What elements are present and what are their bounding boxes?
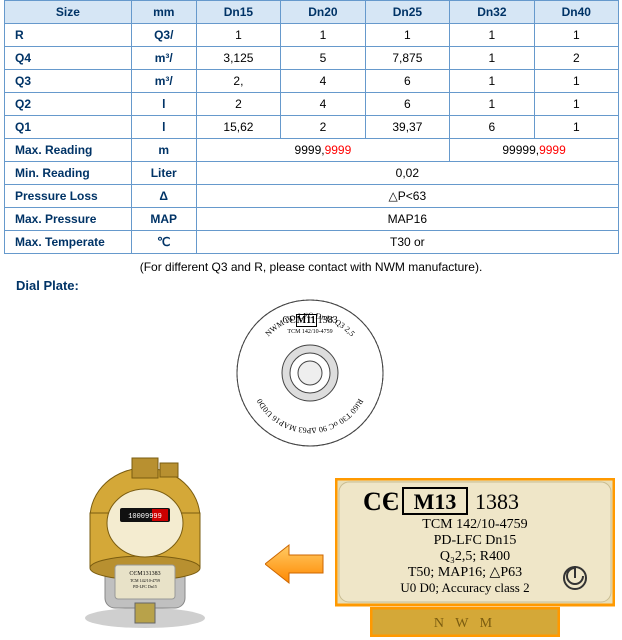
cell: 6 xyxy=(365,93,450,116)
table-row-maxtemp: Max. Temperate ℃ T30 or xyxy=(5,231,619,254)
cell: T30 or xyxy=(196,231,618,254)
table-row: Q1 l 15,62 2 39,37 6 1 xyxy=(5,116,619,139)
svg-text:10009999: 10009999 xyxy=(128,513,162,521)
cell: 4 xyxy=(281,93,365,116)
cell: MAP16 xyxy=(196,208,618,231)
row-label: Q1 xyxy=(5,116,132,139)
table-row-minreading: Min. Reading Liter 0,02 xyxy=(5,162,619,185)
row-label: Q3 xyxy=(5,70,132,93)
cell: 2 xyxy=(196,93,281,116)
col-dn32: Dn32 xyxy=(450,1,534,24)
row-label: Min. Reading xyxy=(5,162,132,185)
cell: 7,875 xyxy=(365,47,450,70)
row-label: Max. Reading xyxy=(5,139,132,162)
row-unit: l xyxy=(131,116,196,139)
row-unit: Liter xyxy=(131,162,196,185)
cell: 1 xyxy=(365,24,450,47)
arrow-left-icon xyxy=(265,543,325,588)
table-row: Q3 m³/ 2, 4 6 1 1 xyxy=(5,70,619,93)
svg-text:T50; MAP16; △P63: T50; MAP16; △P63 xyxy=(408,565,522,580)
cell: 1 xyxy=(534,24,618,47)
cell: 6 xyxy=(450,116,534,139)
col-dn15: Dn15 xyxy=(196,1,281,24)
nwm-strip: N W M xyxy=(370,607,560,640)
value-black: 99999, xyxy=(502,143,539,157)
cell: 1 xyxy=(534,70,618,93)
svg-text:PD-LFC Dn15: PD-LFC Dn15 xyxy=(133,584,157,589)
table-row: Q4 m³/ 3,125 5 7,875 1 2 xyxy=(5,47,619,70)
table-row-ploss: Pressure Loss Δ △P<63 xyxy=(5,185,619,208)
cell: 0,02 xyxy=(196,162,618,185)
label-plate: CЄ M13 1383 TCM 142/10-4759 PD-LFC Dn15 … xyxy=(335,478,615,611)
svg-text:TCM 142/10-4759: TCM 142/10-4759 xyxy=(422,517,527,532)
svg-text:CЄM131383: CЄM131383 xyxy=(129,571,160,577)
cell: 1 xyxy=(450,24,534,47)
row-label: R xyxy=(5,24,132,47)
row-label: Q2 xyxy=(5,93,132,116)
row-unit: l xyxy=(131,93,196,116)
value-red: 9999 xyxy=(539,143,566,157)
svg-text:PD-LFC Dn15: PD-LFC Dn15 xyxy=(434,533,517,548)
cell: 4 xyxy=(281,70,365,93)
cell: 39,37 xyxy=(365,116,450,139)
cell: 2 xyxy=(534,47,618,70)
cell: 5 xyxy=(281,47,365,70)
cell: 1 xyxy=(196,24,281,47)
note-text: (For different Q3 and R, please contact … xyxy=(0,260,622,274)
svg-text:TCM 142/10-4759: TCM 142/10-4759 xyxy=(130,578,160,583)
svg-text:CЄ: CЄ xyxy=(363,487,399,516)
row-unit: Δ xyxy=(131,185,196,208)
cell: 15,62 xyxy=(196,116,281,139)
row-label: Q4 xyxy=(5,47,132,70)
row-unit: m xyxy=(131,139,196,162)
cell: 1 xyxy=(281,24,365,47)
row-label: Max. Temperate xyxy=(5,231,132,254)
row-unit: m³/ xyxy=(131,70,196,93)
svg-text:U0 D0; Accuracy class 2: U0 D0; Accuracy class 2 xyxy=(400,580,529,595)
table-row: Q2 l 2 4 6 1 1 xyxy=(5,93,619,116)
svg-text:N W M: N W M xyxy=(434,616,496,631)
col-size: Size xyxy=(5,1,132,24)
meter-photo: 10009999 CЄM131383 TCM 142/10-4759 PD-LF… xyxy=(60,453,230,636)
row-unit: Q3/ xyxy=(131,24,196,47)
svg-text:Q₃2,5; R400: Q₃2,5; R400 xyxy=(440,549,510,564)
svg-text:1383: 1383 xyxy=(475,489,519,514)
table-row: R Q3/ 1 1 1 1 1 xyxy=(5,24,619,47)
table-row-maxpress: Max. Pressure MAP MAP16 xyxy=(5,208,619,231)
row-label: Pressure Loss xyxy=(5,185,132,208)
cell: 1 xyxy=(450,93,534,116)
dial-plate-label: Dial Plate: xyxy=(16,278,622,293)
col-dn20: Dn20 xyxy=(281,1,365,24)
cell: 1 xyxy=(534,116,618,139)
table-row-maxreading: Max. Reading m 9999,9999 99999,9999 xyxy=(5,139,619,162)
cell: 99999,9999 xyxy=(450,139,619,162)
svg-text:TCM 142/10-4759: TCM 142/10-4759 xyxy=(287,329,332,335)
value-black: 9999, xyxy=(295,143,325,157)
figure-area: CЄM111383 TCM 142/10-4759 NWM PD-LFC Dn1… xyxy=(0,293,615,638)
cell: 6 xyxy=(365,70,450,93)
cell: 1 xyxy=(450,70,534,93)
value-red: 9999 xyxy=(325,143,352,157)
row-unit: m³/ xyxy=(131,47,196,70)
cell: △P<63 xyxy=(196,185,618,208)
cell: 9999,9999 xyxy=(196,139,450,162)
col-dn40: Dn40 xyxy=(534,1,618,24)
row-unit: ℃ xyxy=(131,231,196,254)
cell: 2, xyxy=(196,70,281,93)
cell: 2 xyxy=(281,116,365,139)
row-unit: MAP xyxy=(131,208,196,231)
spec-table: Size mm Dn15 Dn20 Dn25 Dn32 Dn40 R Q3/ 1… xyxy=(4,0,619,254)
cell: 1 xyxy=(450,47,534,70)
row-label: Max. Pressure xyxy=(5,208,132,231)
cell: 1 xyxy=(534,93,618,116)
col-unit: mm xyxy=(131,1,196,24)
cell: 3,125 xyxy=(196,47,281,70)
svg-text:M13: M13 xyxy=(414,489,457,514)
dial-plate-drawing: CЄM111383 TCM 142/10-4759 NWM PD-LFC Dn1… xyxy=(230,293,390,456)
col-dn25: Dn25 xyxy=(365,1,450,24)
